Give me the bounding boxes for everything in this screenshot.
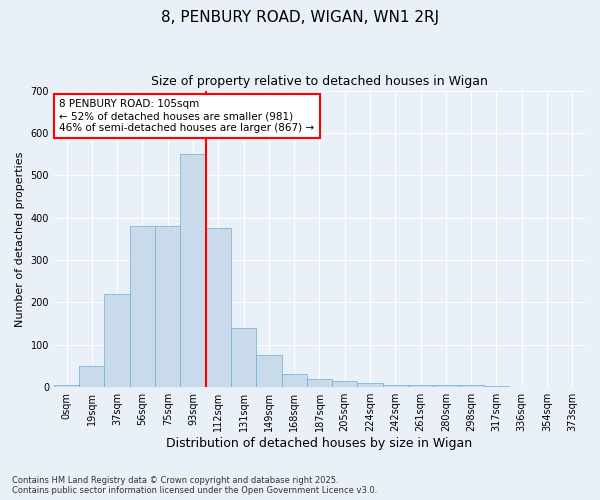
Bar (458, 385, 484, 387)
Title: Size of property relative to detached houses in Wigan: Size of property relative to detached ho… (151, 75, 488, 88)
Bar (130, 226, 155, 387)
Bar (181, 154, 206, 387)
Bar (79, 366, 104, 387)
Bar (307, 378, 332, 387)
Bar (332, 381, 358, 387)
Bar (358, 383, 383, 387)
Bar (206, 228, 231, 387)
Bar (281, 374, 307, 387)
Bar (383, 385, 408, 387)
Text: Contains HM Land Registry data © Crown copyright and database right 2025.
Contai: Contains HM Land Registry data © Crown c… (12, 476, 377, 495)
Bar (408, 385, 433, 387)
Bar (484, 386, 509, 387)
Bar (104, 294, 130, 387)
Bar (433, 385, 458, 387)
Text: 8 PENBURY ROAD: 105sqm
← 52% of detached houses are smaller (981)
46% of semi-de: 8 PENBURY ROAD: 105sqm ← 52% of detached… (59, 100, 314, 132)
X-axis label: Distribution of detached houses by size in Wigan: Distribution of detached houses by size … (166, 437, 473, 450)
Bar (231, 328, 256, 387)
Bar (155, 226, 181, 387)
Y-axis label: Number of detached properties: Number of detached properties (15, 151, 25, 326)
Bar (54, 385, 79, 387)
Text: 8, PENBURY ROAD, WIGAN, WN1 2RJ: 8, PENBURY ROAD, WIGAN, WN1 2RJ (161, 10, 439, 25)
Bar (256, 356, 281, 387)
